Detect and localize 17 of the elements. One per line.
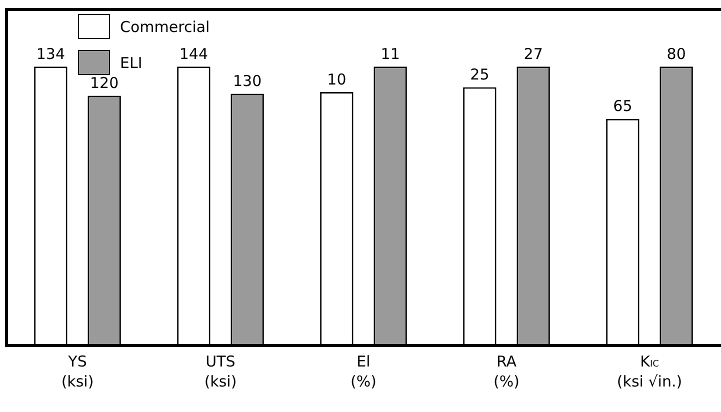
data-label: 144 [179,45,208,64]
x-tick-label: El (%) [350,352,376,390]
x-tick-label: KIC (ksi √in.) [616,352,682,390]
data-label: 65 [613,97,632,116]
data-label: 80 [666,45,686,64]
data-label: 25 [470,66,490,84]
data-label: 134 [36,45,66,64]
data-label: 130 [232,72,262,90]
x-tick-label: YS (ksi) [61,352,94,390]
x-tick-label: RA (%) [494,352,520,390]
data-label: 10 [327,70,346,88]
x-tick-label: UTS (ksi) [204,352,237,390]
data-label: 11 [380,45,400,64]
text: Commercial [120,18,210,36]
legend-label: ELI [120,54,142,72]
data-label: 120 [90,74,119,92]
data-label: 27 [524,45,543,64]
